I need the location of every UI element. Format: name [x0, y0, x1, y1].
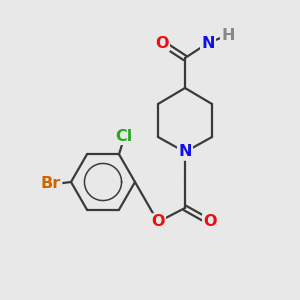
Text: Cl: Cl: [116, 129, 133, 144]
Text: N: N: [201, 35, 215, 50]
Text: O: O: [203, 214, 217, 230]
Text: Br: Br: [41, 176, 61, 191]
Text: N: N: [178, 145, 192, 160]
Text: O: O: [155, 35, 169, 50]
Text: O: O: [151, 214, 165, 230]
Text: H: H: [221, 28, 235, 43]
